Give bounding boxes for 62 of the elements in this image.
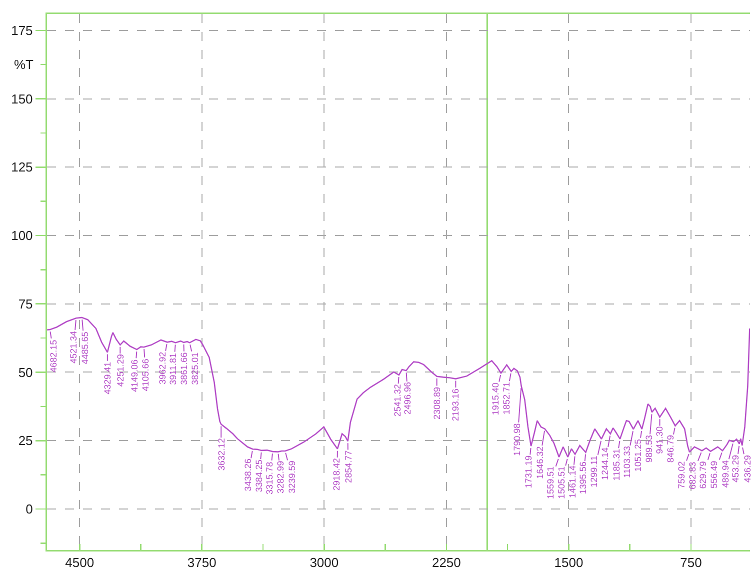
annotation: 4682.15 — [48, 340, 59, 372]
annotation: 489.94 — [720, 460, 731, 488]
annotation: 4521.34 — [68, 330, 79, 364]
annotation: 556.49 — [709, 460, 720, 488]
annotation: 759.02 — [676, 461, 686, 489]
y-tick-label: 0 — [26, 502, 33, 517]
y-tick-label: 50 — [18, 364, 33, 380]
annotation: 682.83 — [687, 462, 698, 490]
annotation: 1790.98 — [512, 423, 522, 456]
annotation: 2308.89 — [432, 387, 442, 420]
y-tick-label: 75 — [18, 296, 33, 312]
annotation: 4329.41 — [102, 362, 112, 394]
annotation: 453.29 — [730, 455, 741, 483]
annotation: 3861.66 — [179, 352, 190, 385]
y-tick-label: 125 — [11, 160, 33, 175]
y-tick-label: 175 — [11, 22, 33, 38]
annotation: 1185.31 — [611, 448, 622, 481]
y-tick-label: 100 — [11, 228, 33, 244]
annotation: 4485.65 — [80, 332, 90, 364]
annotation: 2918.42 — [332, 458, 342, 491]
annotation: 4251.29 — [116, 354, 126, 387]
x-tick-label: 2250 — [432, 555, 461, 570]
annotation: 1731.19 — [524, 456, 534, 488]
annotation: 3962.92 — [158, 352, 168, 384]
annotation: 1559.51 — [546, 466, 556, 499]
annotation: 4105.66 — [140, 358, 150, 392]
x-tick-label: 3000 — [310, 555, 339, 570]
annotation: 846.79 — [666, 435, 676, 463]
x-tick-label: 4500 — [65, 555, 94, 570]
x-tick-label: 750 — [680, 555, 702, 570]
annotation: 4149.06 — [130, 360, 140, 392]
annotation: 1646.32 — [534, 446, 545, 479]
y-tick-label: 150 — [11, 91, 33, 106]
annotation: 3825.01 — [190, 352, 200, 385]
x-tick-label: 3750 — [187, 555, 216, 570]
annotation: 1244.14 — [600, 447, 610, 480]
annotation: 3632.12 — [216, 438, 227, 471]
y-axis-title: %T — [14, 57, 34, 72]
annotation: 3315.78 — [264, 462, 275, 494]
annotation: 3438.26 — [242, 458, 253, 492]
annotation: 1395.56 — [578, 462, 588, 494]
annotation: 1103.33 — [622, 446, 632, 478]
annotation: 3282.99 — [276, 460, 286, 494]
annotation: 1852.71 — [501, 382, 512, 415]
annotation: 629.79 — [698, 461, 708, 489]
x-tick-label: 1500 — [554, 555, 584, 570]
annotation: 2854.77 — [343, 450, 354, 483]
annotation: 3239.59 — [286, 460, 297, 494]
annotation: 941.30 — [654, 426, 664, 454]
annotation: 2193.16 — [450, 388, 460, 422]
annotation: 3384.25 — [254, 460, 264, 492]
annotation: 989.53 — [644, 434, 654, 462]
annotation: 2496.96 — [402, 382, 413, 415]
annotation: 1299.11 — [588, 456, 599, 488]
annotation: 1051.25 — [633, 439, 644, 472]
annotation: 3911.81 — [168, 352, 178, 385]
annotation: 2541.32 — [392, 384, 402, 417]
annotation: 1461.14 — [567, 465, 578, 498]
annotation: 1915.40 — [490, 382, 501, 416]
y-tick-label: 25 — [18, 433, 33, 448]
annotation: 436.29 — [742, 455, 752, 483]
annotation: 1505.51 — [556, 466, 567, 499]
